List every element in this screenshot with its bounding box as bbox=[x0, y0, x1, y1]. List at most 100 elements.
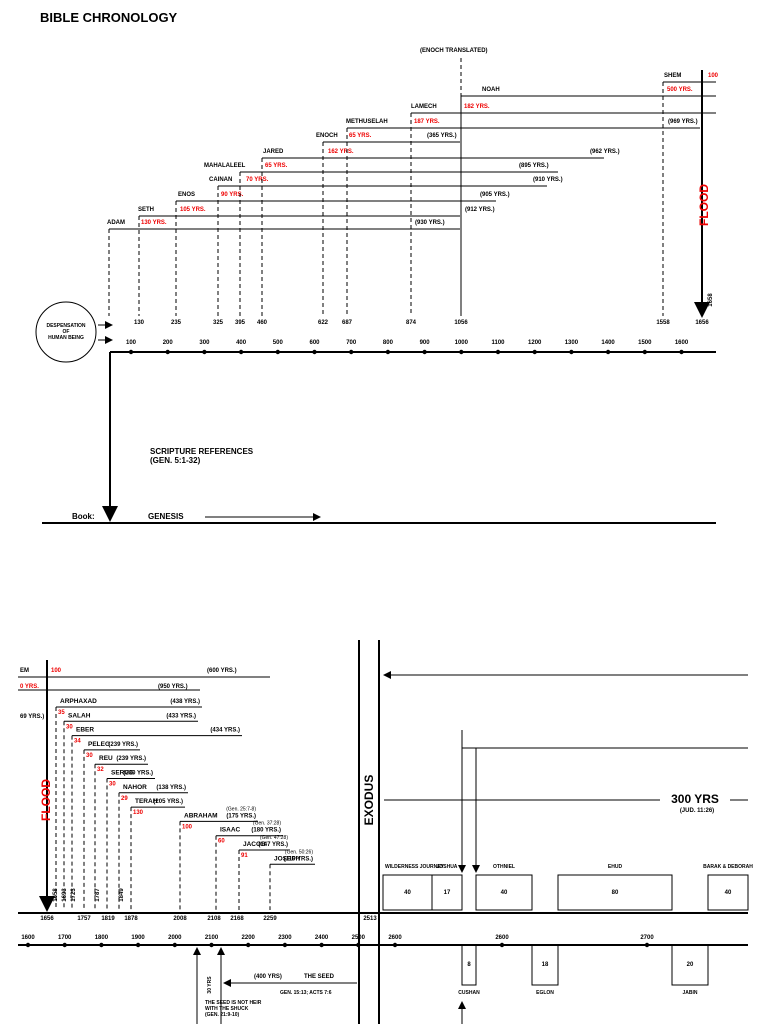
axis-label: 300 bbox=[199, 340, 210, 346]
axis-dot bbox=[209, 942, 214, 948]
axis-label: 2500 bbox=[352, 935, 366, 941]
year-label: 1658 bbox=[53, 888, 59, 902]
axis-dot bbox=[25, 942, 31, 948]
year-label: 1819 bbox=[101, 916, 115, 922]
year-label: 1723 bbox=[71, 888, 77, 902]
begat-years: 187 YRS. bbox=[414, 119, 440, 125]
person-name: JACOB bbox=[243, 841, 266, 848]
person-name: TERAH bbox=[135, 798, 158, 805]
person-name: PELEG bbox=[88, 741, 110, 748]
judge-name: EHUD bbox=[608, 864, 623, 870]
reference: (Gen. 25:7-8) bbox=[226, 806, 256, 812]
person-name: NOAH bbox=[482, 87, 500, 93]
person-name: ENOCH bbox=[316, 133, 338, 139]
axis-dot bbox=[499, 942, 505, 948]
begat-years: 100 bbox=[708, 73, 719, 79]
begat-years: 500 YRS. bbox=[667, 87, 693, 93]
begat-years: 130 YRS. bbox=[141, 220, 167, 226]
circle-label: OF bbox=[63, 329, 70, 335]
judge-name: WILDERNESS JOURNEY bbox=[385, 864, 445, 870]
seed-note: WITH THE SHUCK bbox=[205, 1006, 249, 1012]
year-label: 2259 bbox=[263, 916, 277, 922]
circle bbox=[35, 301, 97, 363]
begat-years: 130 bbox=[133, 810, 144, 816]
seed-note: THE SEED IS NOT HEIR bbox=[205, 1000, 262, 1006]
judge-years: 40 bbox=[725, 890, 732, 896]
axis-dot bbox=[275, 349, 280, 355]
reference: (Gen. 50:26) bbox=[285, 849, 313, 855]
axis-dot bbox=[605, 349, 611, 355]
axis-dot bbox=[319, 942, 324, 948]
seed: THE SEED bbox=[304, 974, 335, 980]
year-label: 1656 bbox=[695, 320, 709, 326]
year-label: 2513 bbox=[363, 916, 377, 922]
person-name: REU bbox=[99, 755, 113, 762]
axis-dot bbox=[392, 942, 398, 948]
lifespan: (905 YRS.) bbox=[480, 192, 510, 198]
lifespan: (962 YRS.) bbox=[590, 149, 620, 155]
year-label: 1558 bbox=[656, 320, 670, 326]
person-name: CAINAN bbox=[209, 177, 232, 183]
axis-dot bbox=[385, 349, 391, 355]
reference: (Gen. 37:28) bbox=[253, 821, 281, 827]
oppression-name: CUSHAN bbox=[458, 990, 480, 996]
judge-name: BARAK & DEBORAH bbox=[703, 864, 753, 870]
axis-label: 1800 bbox=[95, 935, 109, 941]
begat-years: 70 YRS. bbox=[246, 177, 269, 183]
axis-dot bbox=[128, 349, 134, 355]
year-label: 622 bbox=[318, 320, 329, 326]
begat-years: 30 bbox=[109, 782, 116, 788]
begat-years: 100 bbox=[51, 668, 62, 674]
note: (ENOCH TRANSLATED) bbox=[420, 48, 488, 54]
judge-box bbox=[557, 874, 673, 911]
begat-years: 65 YRS. bbox=[265, 163, 288, 169]
begat-years: 105 YRS. bbox=[180, 207, 206, 213]
seed-note: (GEN. 21:9-10) bbox=[205, 1012, 240, 1018]
year-label: 460 bbox=[257, 320, 268, 326]
seed-period: (400 YRS) bbox=[254, 974, 282, 980]
person-name: SHEM bbox=[664, 73, 681, 79]
begat-years: 0 YRS. bbox=[20, 684, 39, 690]
lifespan: (239 YRS.) bbox=[108, 742, 138, 748]
axis-dot bbox=[202, 349, 207, 355]
person-name: NAHOR bbox=[123, 784, 147, 791]
lifespan: (912 YRS.) bbox=[465, 207, 495, 213]
seed-span: 30 YRS bbox=[207, 976, 213, 994]
judge-name: OTHNIEL bbox=[493, 864, 515, 870]
year-label: 1787 bbox=[95, 888, 101, 902]
lifespan: (138 YRS.) bbox=[156, 785, 186, 791]
person-name: MAHALALEEL bbox=[204, 163, 246, 169]
begat-years: 30 bbox=[86, 753, 93, 759]
lifespan: (365 YRS.) bbox=[427, 133, 457, 139]
year-label: 130 bbox=[134, 320, 145, 326]
person-name: ISAAC bbox=[220, 827, 241, 834]
axis-dot bbox=[99, 942, 104, 948]
begat-years: 100 bbox=[182, 824, 193, 830]
scripture: SCRIPTURE REFERENCES bbox=[150, 447, 254, 456]
axis-label: 1000 bbox=[455, 340, 469, 346]
begat-years: 35 bbox=[58, 710, 65, 716]
seed-ref: GEN. 15:13; ACTS 7:6 bbox=[280, 990, 332, 996]
axis-label: 1500 bbox=[638, 340, 652, 346]
axis-dot bbox=[135, 942, 141, 948]
year-label: 1757 bbox=[77, 916, 91, 922]
lifespan: (175 YRS.) bbox=[226, 813, 256, 819]
person-name: ARPHAXAD bbox=[60, 698, 97, 705]
axis-label: 900 bbox=[420, 340, 431, 346]
axis-dot bbox=[246, 942, 251, 948]
axis-label: 100 bbox=[126, 340, 137, 346]
axis-label: 1700 bbox=[58, 935, 72, 941]
book: GENESIS bbox=[148, 512, 184, 521]
axis-label: 2600 bbox=[495, 935, 509, 941]
year-label: 1656 bbox=[40, 916, 54, 922]
oppression-years: 8 bbox=[467, 962, 471, 968]
axis-label: 2400 bbox=[315, 935, 329, 941]
axis-dot bbox=[495, 349, 501, 355]
axis-label: 1300 bbox=[565, 340, 579, 346]
oppression-name: JABIN bbox=[682, 990, 697, 996]
axis-label: 1600 bbox=[21, 935, 35, 941]
axis-dot bbox=[356, 942, 361, 948]
judge-years: 17 bbox=[444, 890, 451, 896]
circle-label: HUMAN BEING bbox=[48, 335, 84, 341]
lifespan: (438 YRS.) bbox=[170, 699, 200, 705]
